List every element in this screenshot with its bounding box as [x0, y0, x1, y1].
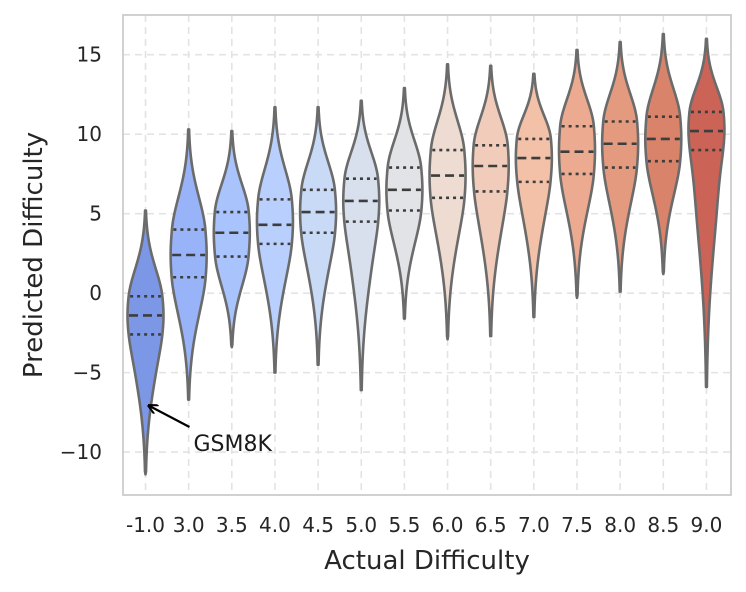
violin-body [644, 32, 683, 276]
annotation-arrow [150, 406, 191, 428]
violin-body [126, 209, 165, 476]
violin-body [428, 62, 467, 341]
violin-body [471, 64, 510, 338]
x-tick-label: 5.0 [345, 513, 377, 537]
y-tick-label: −5 [73, 361, 102, 385]
x-axis-title: Actual Difficulty [324, 546, 530, 576]
x-tick-label: 9.0 [691, 513, 723, 537]
y-tick-label: 10 [77, 122, 102, 146]
y-tick-label: −10 [60, 440, 102, 464]
y-axis-title: Predicted Difficulty [19, 132, 49, 378]
x-tick-label: 8.0 [604, 513, 636, 537]
x-tick-label: 4.0 [259, 513, 291, 537]
violin--1.0 [126, 209, 165, 476]
plot-frame [122, 14, 732, 496]
violin-6.0 [428, 62, 467, 341]
annotation-label: GSM8K [194, 432, 273, 457]
y-tick-label: 15 [77, 43, 102, 67]
violin-4.0 [255, 105, 295, 374]
x-tick-labels: -1.0 3.0 3.5 4.0 4.5 5.0 5.5 6.0 6.5 7.0 7.5 8.0 8.5… [126, 513, 722, 537]
violin-7.0 [514, 72, 554, 319]
violins [126, 32, 726, 476]
violin-body [255, 105, 295, 374]
y-tick-label: 5 [89, 202, 102, 226]
x-tick-label: 7.0 [518, 513, 550, 537]
violin-5.0 [341, 99, 381, 392]
violin-body [169, 128, 208, 401]
x-tick-label: 5.5 [388, 513, 420, 537]
violin-body [687, 37, 726, 389]
violin-5.5 [385, 86, 424, 320]
y-tick-labels: −10 −5 0 5 10 15 [60, 43, 102, 464]
violin-4.5 [298, 105, 338, 366]
violin-9.0 [687, 37, 726, 389]
x-tick-label: 3.5 [216, 513, 248, 537]
x-tick-label: 6.5 [475, 513, 507, 537]
violin-7.5 [557, 48, 597, 300]
x-tick-label: 3.0 [173, 513, 205, 537]
x-tick-label: -1.0 [126, 513, 165, 537]
x-tick-label: 7.5 [561, 513, 593, 537]
violin-3.5 [212, 129, 252, 349]
x-tick-label: 8.5 [647, 513, 679, 537]
violin-body [298, 105, 338, 366]
annotations: GSM8K [150, 406, 273, 457]
violin-3.0 [169, 128, 208, 401]
x-tick-label: 4.5 [302, 513, 334, 537]
violin-body [341, 99, 381, 392]
violin-body [514, 72, 554, 319]
violin-6.5 [471, 64, 510, 338]
violin-8.0 [600, 40, 640, 293]
x-tick-label: 6.0 [432, 513, 464, 537]
y-tick-label: 0 [89, 281, 102, 305]
violin-body [212, 129, 252, 349]
violin-body [385, 86, 424, 320]
violin-8.5 [644, 32, 683, 276]
